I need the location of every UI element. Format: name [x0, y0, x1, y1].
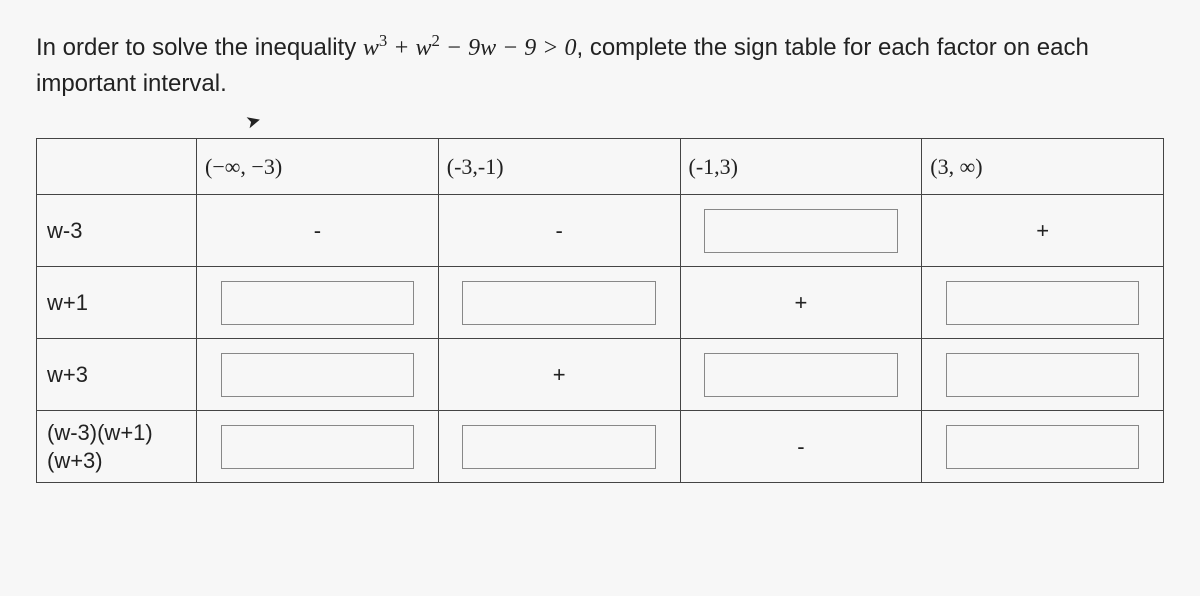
factor-label: w-3	[37, 195, 197, 267]
factor-label: w+3	[37, 339, 197, 411]
sign-static: +	[447, 362, 672, 388]
sign-cell	[438, 267, 680, 339]
sign-input[interactable]	[462, 281, 655, 325]
prompt-prefix: In order to solve the inequality	[36, 34, 363, 61]
sign-static: -	[205, 218, 430, 244]
header-interval-3: (-1,3)	[680, 139, 922, 195]
sign-input[interactable]	[221, 425, 414, 469]
table-row: w-3--+	[37, 195, 1164, 267]
sign-static: +	[930, 218, 1155, 244]
sign-cell	[680, 195, 922, 267]
sign-input[interactable]	[946, 281, 1139, 325]
header-interval-4: (3, ∞)	[922, 139, 1164, 195]
sign-cell: +	[680, 267, 922, 339]
sign-input[interactable]	[704, 353, 897, 397]
sign-cell: -	[680, 411, 922, 483]
header-row: (−∞, −3) (-3,-1) (-1,3) (3, ∞)	[37, 139, 1164, 195]
factor-label: (w-3)(w+1)(w+3)	[37, 411, 197, 483]
table-body: w-3--+w+1+w+3+(w-3)(w+1)(w+3)-	[37, 195, 1164, 483]
sign-input[interactable]	[946, 425, 1139, 469]
sign-cell: -	[438, 195, 680, 267]
sign-input[interactable]	[221, 353, 414, 397]
header-interval-2: (-3,-1)	[438, 139, 680, 195]
sign-cell: +	[922, 195, 1164, 267]
header-blank	[37, 139, 197, 195]
sign-cell	[922, 411, 1164, 483]
sign-cell	[680, 339, 922, 411]
sign-input[interactable]	[946, 353, 1139, 397]
table-row: w+3 +	[37, 339, 1164, 411]
prompt-equation: w3 + w2 − 9w − 9 > 0	[363, 35, 577, 61]
sign-input[interactable]	[704, 209, 897, 253]
sign-cell: -	[197, 195, 439, 267]
sign-table: (−∞, −3) (-3,-1) (-1,3) (3, ∞) w-3--+w+1…	[36, 138, 1164, 483]
header-interval-1: (−∞, −3)	[197, 139, 439, 195]
sign-cell	[922, 267, 1164, 339]
sign-cell	[922, 339, 1164, 411]
sign-cell	[438, 411, 680, 483]
table-row: (w-3)(w+1)(w+3) -	[37, 411, 1164, 483]
sign-input[interactable]	[462, 425, 655, 469]
sign-cell	[197, 411, 439, 483]
sign-static: -	[447, 218, 672, 244]
sign-input[interactable]	[221, 281, 414, 325]
sign-static: +	[689, 290, 914, 316]
sign-cell	[197, 267, 439, 339]
problem-prompt: In order to solve the inequality w3 + w2…	[36, 28, 1164, 102]
sign-cell	[197, 339, 439, 411]
factor-label: w+1	[37, 267, 197, 339]
cursor-icon: ➤	[244, 109, 264, 133]
sign-static: -	[689, 434, 914, 460]
table-row: w+1 +	[37, 267, 1164, 339]
sign-cell: +	[438, 339, 680, 411]
